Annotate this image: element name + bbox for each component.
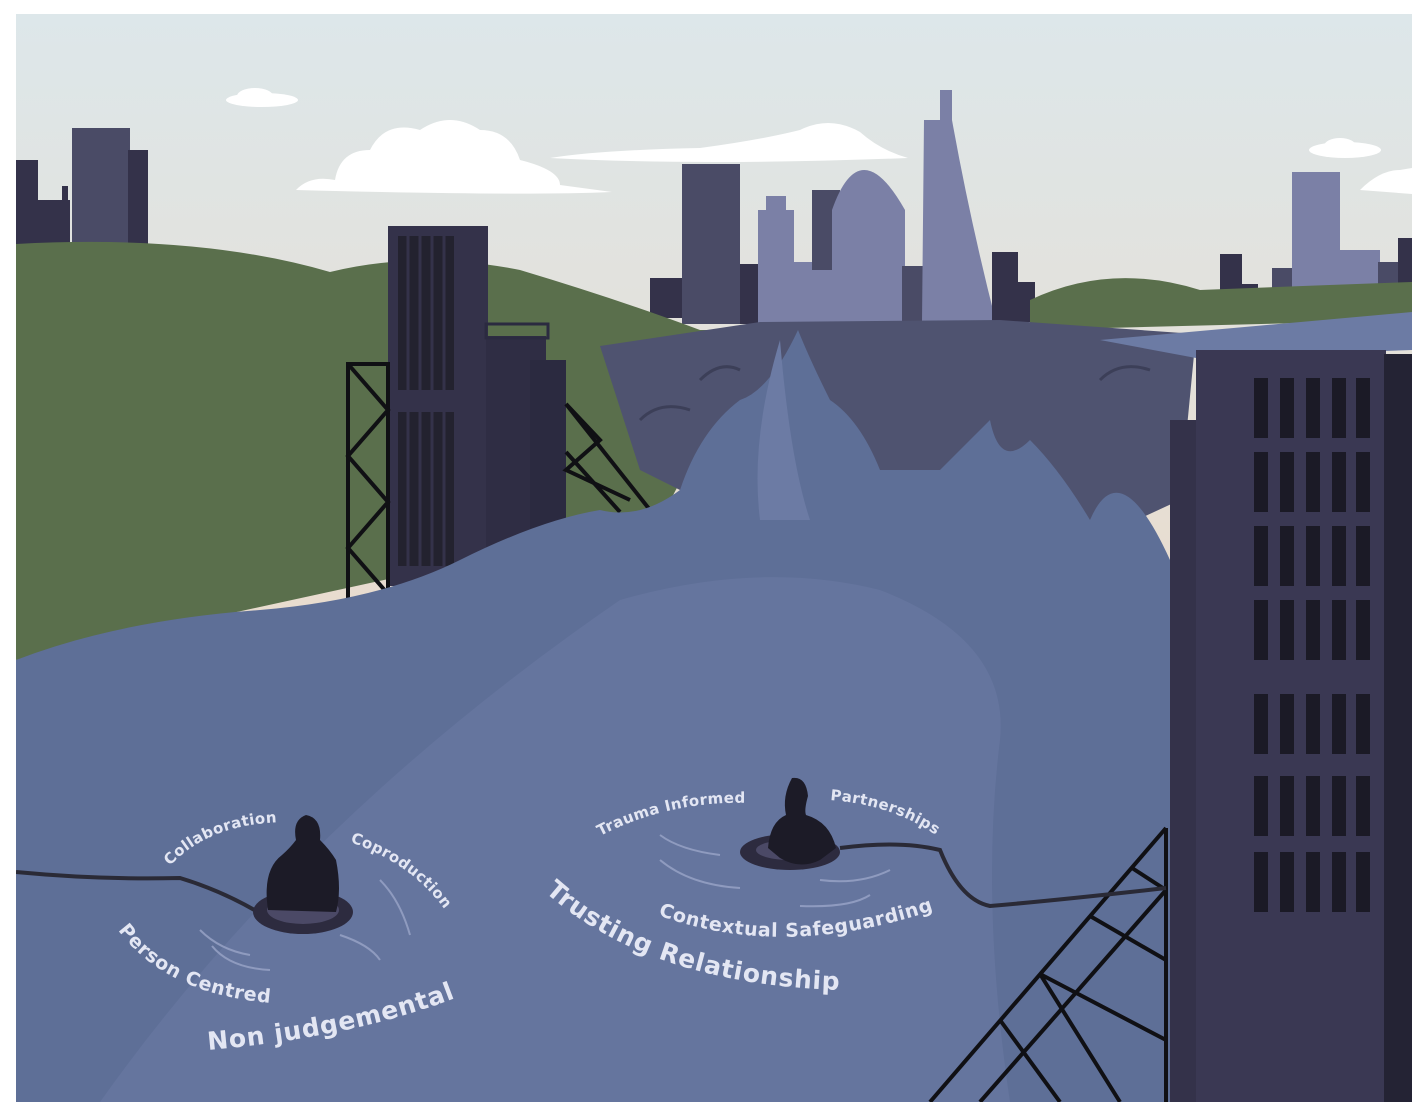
ripples <box>199 834 891 971</box>
ropes <box>15 842 1167 914</box>
right-tower <box>1170 350 1412 1102</box>
scaffold-left <box>345 362 652 604</box>
scaffold-right <box>928 826 1168 1102</box>
skyline <box>16 90 1412 324</box>
left-tower <box>388 226 566 586</box>
swimmer-right <box>740 777 840 870</box>
swimmer-left <box>253 815 353 934</box>
clouds <box>226 88 1412 194</box>
